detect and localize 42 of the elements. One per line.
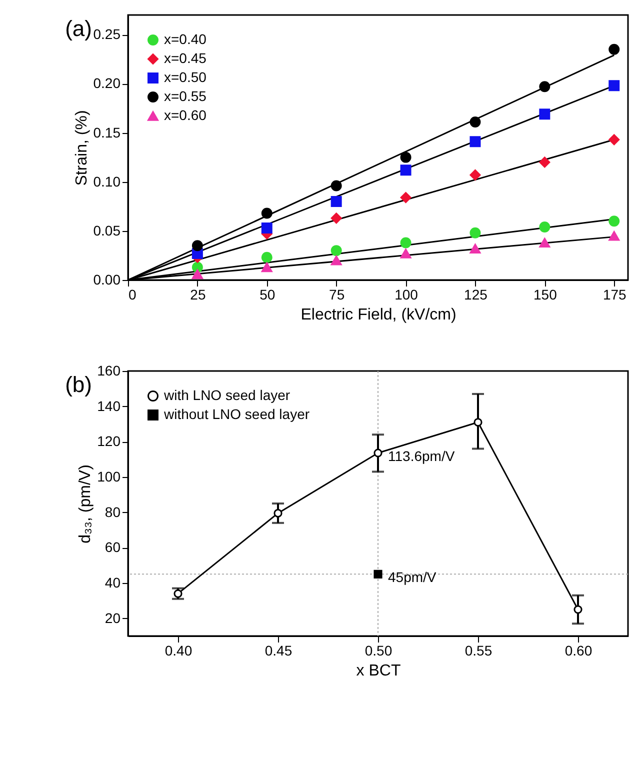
x-tick-label: 0.55: [464, 642, 492, 658]
text: (a): [65, 16, 92, 41]
legend-label: x=0.55: [164, 88, 207, 104]
y-tick-label: 0.20: [93, 75, 121, 92]
x-tick-label: 150: [533, 286, 558, 302]
y-tick-label: 0.10: [93, 173, 121, 190]
y-tick-label: 100: [97, 468, 121, 484]
legend-label: x=0.60: [164, 107, 207, 123]
y-tick-label: 0.25: [93, 26, 121, 42]
x-tick-label: 25: [190, 286, 206, 302]
legend-label: x=0.50: [164, 69, 207, 85]
text: (b): [65, 372, 92, 397]
y-tick-label: 160: [97, 362, 121, 378]
x-tick-label: 0.45: [264, 642, 292, 658]
y-tick-label: 60: [104, 539, 121, 556]
x-tick-label: 125: [464, 286, 488, 302]
y-tick-label: 140: [97, 398, 121, 414]
y-tick-label: 120: [97, 433, 121, 450]
x-tick-label: 50: [260, 286, 276, 302]
y-tick-label: 40: [104, 574, 121, 590]
y-tick-label: 0.15: [93, 124, 121, 140]
y-axis-title: Strain, (%): [73, 110, 90, 186]
x-axis-title: Electric Field, (kV/cm): [300, 306, 456, 324]
y-tick-label: 20: [104, 610, 121, 626]
y-tick-label: 0.05: [93, 222, 121, 238]
x-tick-label: 175: [602, 286, 627, 302]
x-tick-label: 100: [394, 286, 418, 302]
y-tick-label: 0.00: [93, 272, 121, 288]
legend-label: x=0.40: [164, 31, 207, 47]
legend-label: with LNO seed layer: [163, 387, 290, 403]
legend-label: x=0.45: [164, 50, 207, 66]
legend-label: without LNO seed layer: [163, 406, 310, 422]
x-axis-title: x BCT: [356, 662, 401, 680]
y-axis-title: d₃₃, (pm/V): [77, 464, 94, 544]
x-tick-label: 0.60: [564, 642, 592, 658]
y-tick-label: 80: [104, 504, 121, 520]
x-tick-label: 0.40: [164, 642, 192, 658]
x-tick-label: 0.50: [364, 642, 392, 658]
x-tick-label: 75: [329, 286, 345, 302]
annotation: 113.6pm/V: [388, 448, 456, 464]
annotation: 45pm/V: [388, 569, 437, 586]
x-tick-label: 0: [128, 286, 136, 302]
